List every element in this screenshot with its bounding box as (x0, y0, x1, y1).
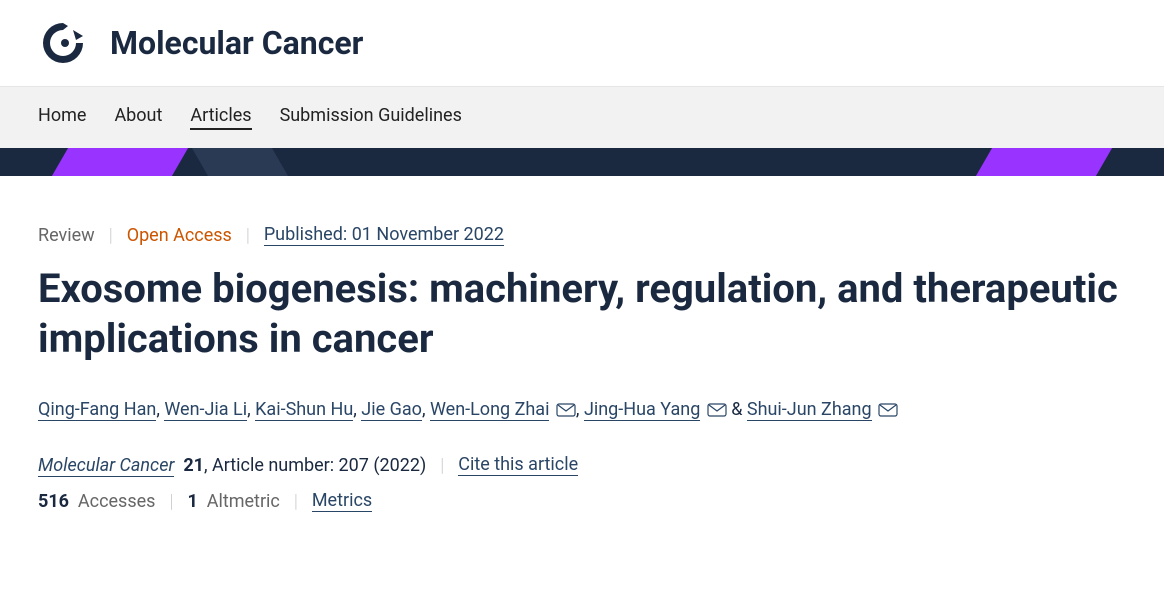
divider: | (169, 491, 173, 512)
cite-article-link[interactable]: Cite this article (458, 454, 578, 476)
nav-bar: Home About Articles Submission Guideline… (0, 87, 1164, 148)
divider: | (294, 491, 298, 512)
publication-date[interactable]: Published: 01 November 2022 (264, 224, 504, 246)
author-link[interactable]: Wen-Jia Li (164, 399, 247, 421)
divider: | (109, 225, 113, 246)
journal-link[interactable]: Molecular Cancer (38, 455, 174, 477)
article-title: Exosome biogenesis: machinery, regulatio… (38, 264, 1126, 364)
metrics-row: 516 Accesses | 1 Altmetric | Metrics (38, 490, 1126, 512)
divider: | (246, 225, 250, 246)
author-link[interactable]: Shui-Jun Zhang (747, 399, 872, 421)
article-number-text: , Article number: 207 (2022) (204, 455, 426, 476)
author-link[interactable]: Jie Gao (361, 399, 422, 421)
mail-icon[interactable] (556, 403, 576, 417)
divider: | (440, 455, 444, 476)
altmetric-label: Altmetric (207, 491, 280, 512)
journal-name[interactable]: Molecular Cancer (110, 24, 363, 62)
open-access-label: Open Access (127, 225, 232, 246)
article-content: Review | Open Access | Published: 01 Nov… (0, 176, 1164, 542)
accesses-label: Accesses (78, 491, 156, 512)
article-meta-row: Review | Open Access | Published: 01 Nov… (38, 224, 1126, 246)
accesses-count: 516 (38, 491, 69, 512)
citation-row: Molecular Cancer 21, Article number: 207… (38, 454, 1126, 476)
article-type: Review (38, 225, 95, 246)
nav-submission[interactable]: Submission Guidelines (280, 105, 462, 130)
mail-icon[interactable] (707, 403, 727, 417)
altmetric-count: 1 (187, 491, 197, 512)
metrics-link[interactable]: Metrics (312, 490, 372, 512)
header: Molecular Cancer (0, 0, 1164, 87)
nav-home[interactable]: Home (38, 105, 86, 130)
nav-articles[interactable]: Articles (190, 105, 251, 130)
mail-icon[interactable] (878, 403, 898, 417)
author-link[interactable]: Jing-Hua Yang (584, 399, 700, 421)
author-link[interactable]: Kai-Shun Hu (255, 399, 353, 421)
decorative-banner (0, 148, 1164, 176)
nav-links: Home About Articles Submission Guideline… (38, 105, 1126, 130)
nav-about[interactable]: About (114, 105, 162, 130)
authors-list: Qing-Fang Han, Wen-Jia Li, Kai-Shun Hu, … (38, 394, 1126, 426)
journal-logo-icon (38, 18, 88, 68)
author-link[interactable]: Qing-Fang Han (38, 399, 156, 421)
volume-number: 21 (183, 455, 204, 476)
author-link[interactable]: Wen-Long Zhai (430, 399, 550, 421)
